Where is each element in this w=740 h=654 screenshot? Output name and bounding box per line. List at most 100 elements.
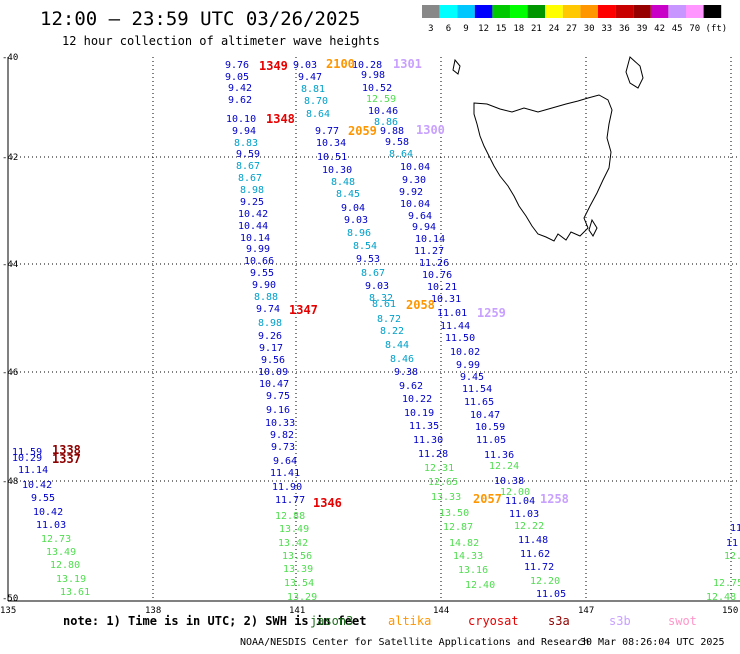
wave-height-label: 9.82 — [270, 430, 294, 441]
wave-height-label: 9.55 — [250, 268, 274, 279]
wave-height-label: 9.64 — [408, 211, 432, 222]
lat-label: -48 — [2, 477, 18, 487]
wave-height-label: 9.59 — [236, 149, 260, 160]
track-time-marker: 1300 — [416, 123, 445, 137]
wave-height-label: 9.88 — [380, 126, 404, 137]
lon-label: 147 — [578, 606, 594, 616]
wave-height-label: 9.38 — [394, 367, 418, 378]
grid-lines — [8, 57, 740, 601]
legend-swatch — [510, 5, 528, 18]
wave-height-label: 8.67 — [238, 173, 262, 184]
wave-height-label: 9.94 — [232, 126, 256, 137]
wave-height-label: 9.99 — [456, 360, 480, 371]
lat-label: -40 — [2, 53, 18, 63]
wave-height-label: 9.56 — [261, 355, 285, 366]
wave-height-label: 11.30 — [413, 435, 443, 446]
wave-height-label: 8.64 — [389, 149, 413, 160]
wave-height-label: 11 — [730, 523, 740, 534]
legend-swatch — [545, 5, 563, 18]
wave-height-label: 12.00 — [500, 487, 530, 498]
wave-height-label: 8.22 — [380, 326, 404, 337]
legend-swatch — [703, 5, 722, 18]
wave-height-label: 13.16 — [458, 565, 488, 576]
longitude-labels: 135 138 141 144 147 150 — [0, 606, 738, 616]
wave-height-label: 13.49 — [279, 524, 309, 535]
wave-height-label: 10.38 — [494, 476, 524, 487]
wave-height-label: 10.42 — [33, 507, 63, 518]
legend-label: 6 — [446, 24, 451, 34]
track-time-marker: 2058 — [406, 298, 435, 312]
wave-height-label: 8.67 — [236, 161, 260, 172]
wave-height-label: 9.58 — [385, 137, 409, 148]
wave-height-label: 10.42 — [238, 209, 268, 220]
wave-height-label: 8.64 — [306, 109, 330, 120]
king-island-outline — [452, 58, 461, 75]
lon-label: 144 — [433, 606, 449, 616]
wave-height-label: 9.05 — [225, 72, 249, 83]
coastline — [452, 56, 644, 242]
wave-height-label: 13.49 — [46, 547, 76, 558]
legend-label: 21 — [531, 24, 542, 34]
wave-height-label: 9.76 — [225, 60, 249, 71]
legend-label: 45 — [672, 24, 683, 34]
wave-height-label: 11.77 — [275, 495, 305, 506]
wave-height-label: 8.98 — [258, 318, 282, 329]
legend-swatch — [580, 5, 598, 18]
track-time-marker: 1337 — [52, 452, 81, 466]
legend-label: 9 — [463, 24, 468, 34]
wave-height-label: 8.67 — [361, 268, 385, 279]
satellite-legend-s3b: s3b — [609, 614, 631, 628]
footer-credit: NOAA/NESDIS Center for Satellite Applica… — [240, 637, 589, 648]
wave-height-label: 11.44 — [440, 321, 470, 332]
wave-height-label: 9.26 — [258, 331, 282, 342]
legend-label: 27 — [566, 24, 577, 34]
wave-height-label: 14.82 — [449, 538, 479, 549]
wave-height-label: 9.55 — [31, 493, 55, 504]
track-time-marker: 1338 — [52, 443, 81, 457]
lat-label: -44 — [2, 260, 18, 270]
wave-height-label: 11.03 — [509, 509, 539, 520]
wave-height-label: 12.24 — [489, 461, 519, 472]
wave-height-label: 9.03 — [293, 60, 317, 71]
track-time-marker: 2100 — [326, 57, 355, 71]
wave-height-label: 10.59 — [475, 422, 505, 433]
wave-height-label: 13.56 — [282, 551, 312, 562]
legend-label: 3 — [428, 24, 433, 34]
wave-height-label: 9.77 — [315, 126, 339, 137]
wave-height-label: 11.90 — [272, 482, 302, 493]
legend-swatch — [527, 5, 546, 18]
wave-height-label: 11.62 — [520, 549, 550, 560]
satellite-legend-cryosat: cryosat — [468, 614, 519, 628]
wave-height-label: 11.35 — [409, 421, 439, 432]
wave-height-label: 9.62 — [399, 381, 423, 392]
wave-height-label: 8.61 — [372, 299, 396, 310]
wave-height-label: 13.19 — [56, 574, 86, 585]
legend-swatch — [474, 5, 493, 18]
wave-height-label: 10.14 — [240, 233, 270, 244]
wave-height-label: 11.26 — [419, 258, 449, 269]
track-time-marker: 1301 — [393, 57, 422, 71]
track-time-marker: 1346 — [313, 496, 342, 510]
wave-height-label: 12.48 — [706, 592, 736, 603]
legend-label: (ft) — [706, 24, 728, 34]
legend-swatch — [439, 5, 458, 18]
wave-height-label: 11.03 — [36, 520, 66, 531]
wave-height-label: 10.04 — [400, 162, 430, 173]
track-time-marker: 1258 — [540, 492, 569, 506]
wave-height-label: 8.32 — [369, 293, 393, 304]
wave-height-label: 9.04 — [341, 203, 365, 214]
wave-height-label: 12.75 — [713, 578, 740, 589]
wave-height-label: 9.75 — [266, 391, 290, 402]
wave-height-label: 11.72 — [524, 562, 554, 573]
track-time-marker: 2057 — [473, 492, 502, 506]
plot-frame — [7, 57, 740, 602]
satellite-legend: jason3 altika cryosat s3a s3b swot — [310, 614, 697, 628]
wave-height-label: 10.04 — [400, 199, 430, 210]
wave-height-label: 13.39 — [283, 564, 313, 575]
page-title: 12:00 — 23:59 UTC 03/26/2025 — [40, 8, 360, 30]
wave-height-label: 10.29 — [12, 453, 42, 464]
satellite-legend-altika: altika — [388, 614, 431, 628]
track-time-marker: 1348 — [266, 112, 295, 126]
